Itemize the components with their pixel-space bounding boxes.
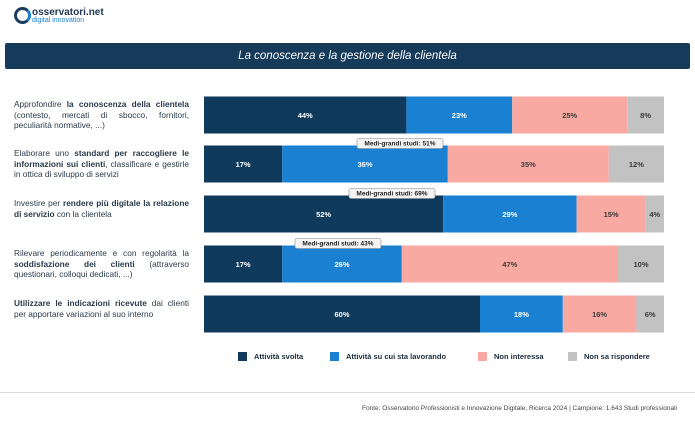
legend-swatch [330,352,339,361]
value-label: 36% [357,160,372,169]
row-label-part: Utilizzare le indicazioni ricevute [14,298,147,308]
value-label: 4% [649,210,660,219]
row-label-part: , classificare e gestirle in ottica di s… [14,158,189,180]
logo-text: osservatori.net [32,7,104,18]
footer-source: Fonte: Osservatorio Professionisti e Inn… [362,405,677,412]
annotation: Medi-grandi studi: 43% [294,238,382,249]
legend-label: Attività su cui sta lavorando [346,352,446,361]
row-label-part: con la clientela [54,208,112,219]
row-label-part: standard per raccogliere le informazioni… [14,148,189,169]
value-label: 6% [645,310,656,319]
value-label: 52% [316,210,331,219]
annotation-box [348,188,436,199]
value-label: 60% [334,310,349,319]
bar-segment [480,295,563,333]
row-label: Utilizzare le indicazioni ricevute dai c… [14,298,189,319]
annotation-text: Medi-grandi studi: 69% [356,191,427,198]
bar-segment [204,245,283,283]
row-label-part: (contesto, mercati di sbocco, fornitori,… [14,109,189,131]
legend-swatch [568,352,577,361]
bar-segment [576,195,646,233]
value-label: 35% [521,160,536,169]
row-label: Rilevare periodicamente e con regolarità… [14,248,189,280]
separator [0,392,695,393]
value-label: 25% [562,111,577,120]
value-label: 10% [633,260,648,269]
row-label-part: soddisfazione dei clienti [14,258,135,269]
bar-segment [282,145,448,183]
row-label: Investire per rendere più digitale la re… [14,198,189,219]
legend-label: Attività svolta [254,352,304,361]
row-label-part: (attraverso questionari, colloqui dedica… [14,258,189,280]
bar-segment [618,245,664,283]
legend-swatch [238,352,247,361]
bar-segment [447,145,609,183]
legend-label: Non sa rispondere [584,352,650,361]
annotation-box [356,138,444,149]
bar-segment [443,195,577,233]
bar-segment [608,145,664,183]
value-label: 8% [640,111,651,120]
bar-segment [636,295,664,333]
bar-segment [204,96,407,134]
row-label-part: Rilevare periodicamente e con regolarità… [14,248,189,258]
value-label: 17% [236,160,251,169]
bar-segment [204,195,444,233]
row-label: Elaborare uno standard per raccogliere l… [14,148,189,180]
legend-swatch [478,352,487,361]
bar-segment [512,96,628,134]
logo-icon [14,7,31,24]
annotation-text: Medi-grandi studi: 51% [364,141,435,148]
value-label: 16% [592,310,607,319]
bar-segment [562,295,637,333]
value-label: 47% [502,260,517,269]
annotation: Medi-grandi studi: 51% [356,138,444,149]
value-label: 18% [514,310,529,319]
value-label: 23% [452,111,467,120]
bar-segment [406,96,513,134]
bar-segment [204,145,283,183]
value-label: 29% [502,210,517,219]
row-label: Approfondire la conoscenza della cliente… [14,99,189,131]
bar-segment [645,195,664,233]
row-label-part: la conoscenza della clientela [66,99,189,109]
value-label: 12% [629,160,644,169]
bar-segment [204,295,480,333]
legend-label: Non interessa [494,352,544,361]
chart-title: La conoscenza e la gestione della client… [5,43,690,69]
value-label: 17% [236,260,251,269]
annotation: Medi-grandi studi: 69% [348,188,436,199]
row-label-part: Approfondire [14,99,67,109]
row-label-part: Elaborare uno [14,148,75,158]
bar-segment [627,96,664,134]
value-label: 15% [604,210,619,219]
value-label: 26% [334,260,349,269]
annotation-text: Medi-grandi studi: 43% [302,241,373,248]
row-label-part: dai clienti per apportare variazioni al … [14,298,189,319]
bar-segment [282,245,402,283]
row-label-part: Investire per [14,198,63,208]
logo-subtitle: digital innovation [32,17,85,24]
bar-segment [401,245,618,283]
annotation-box [294,238,382,249]
row-label-part: rendere più digitale la relazione di ser… [14,198,189,219]
value-label: 44% [298,111,313,120]
